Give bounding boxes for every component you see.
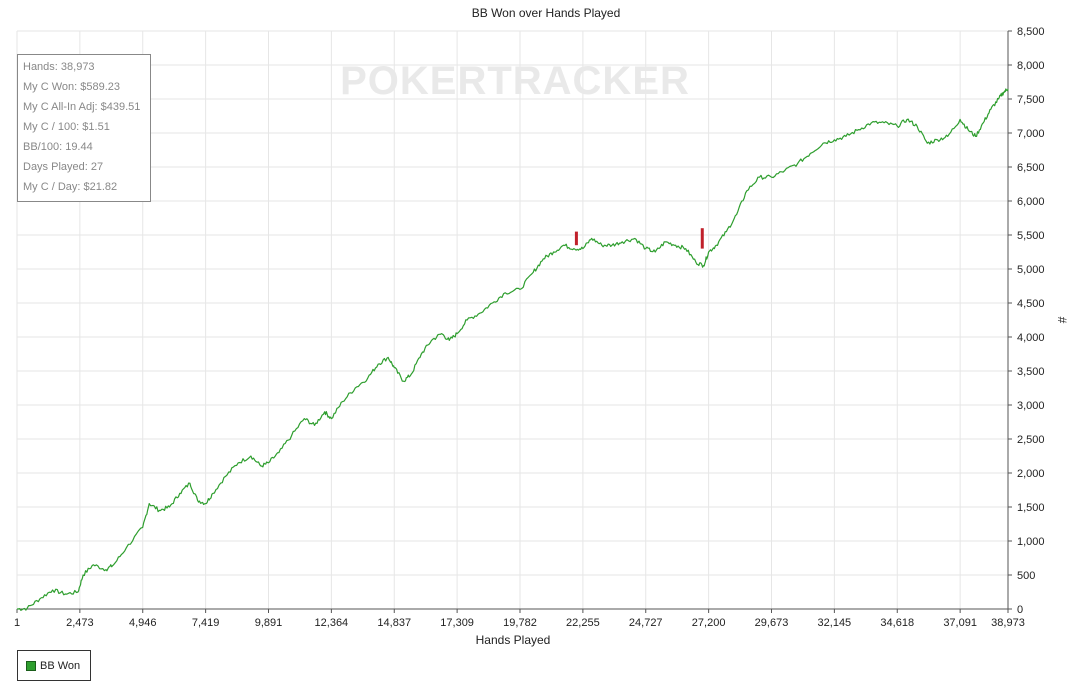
y-axis-ticks: 0 500 1,000 1,500 2,000 2,500 3,000 3,500 4,000 4… [1008,26,1045,616]
y-tick-label: 3,500 [1017,366,1045,378]
y-axis-title: # [1055,317,1069,324]
y-tick-label: 1,000 [1017,536,1045,548]
plot-background [17,31,1008,609]
legend-label: BB Won [40,659,81,672]
x-tick-label: 22,255 [566,617,600,629]
series-layer [17,88,1009,611]
x-tick-label: 14,837 [377,617,411,629]
y-tick-label: 7,500 [1017,94,1045,106]
x-tick-label: 1 [14,617,20,629]
stat-days-played: Days Played: 27 [23,161,104,173]
x-axis-ticks: 1 2,473 4,946 7,419 9,891 12,364 14,837 17,309 1… [14,609,1025,629]
stat-bb-per-100: BB/100: 19.44 [23,141,93,153]
y-tick-label: 8,500 [1017,26,1045,38]
stat-per-day: My C / Day: $21.82 [23,181,118,193]
x-tick-label: 9,891 [255,617,283,629]
stat-won: My C Won: $589.23 [23,81,121,93]
legend-swatch [26,660,36,671]
watermark-logo: POKERTRACKER [340,59,690,103]
axes [17,31,1009,610]
y-tick-label: 5,500 [1017,230,1045,242]
x-tick-label: 2,473 [66,617,94,629]
y-tick-label: 5,000 [1017,264,1045,276]
series-line-bb-won [17,88,1009,611]
x-tick-label: 37,091 [943,617,977,629]
stat-allin-adj: My C All-In Adj: $439.51 [23,101,141,113]
y-tick-label: 500 [1017,570,1035,582]
x-tick-label: 24,727 [629,617,663,629]
x-tick-label: 12,364 [315,617,349,629]
y-tick-label: 2,000 [1017,468,1045,480]
annotation-layer [574,228,704,249]
x-tick-label: 34,618 [880,617,914,629]
stat-hands: Hands: 38,973 [23,61,95,73]
x-tick-label: 38,973 [991,617,1025,629]
legend[interactable]: BB Won [17,650,91,681]
x-axis-title: Hands Played [476,633,551,647]
y-tick-label: 7,000 [1017,128,1045,140]
y-tick-label: 3,000 [1017,400,1045,412]
x-tick-label: 17,309 [440,617,474,629]
x-tick-label: 4,946 [129,617,157,629]
y-tick-label: 6,000 [1017,196,1045,208]
stat-per-100: My C / 100: $1.51 [23,121,110,133]
x-tick-label: 32,145 [818,617,852,629]
chart-title: BB Won over Hands Played [472,6,621,20]
y-tick-label: 1,500 [1017,502,1045,514]
y-tick-label: 0 [1017,604,1023,616]
x-tick-label: 7,419 [192,617,220,629]
x-tick-label: 29,673 [755,617,789,629]
stats-panel: Hands: 38,973 My C Won: $589.23 My C All… [17,54,151,202]
y-tick-label: 4,000 [1017,332,1045,344]
y-tick-label: 6,500 [1017,162,1045,174]
y-tick-label: 8,000 [1017,60,1045,72]
x-tick-label: 27,200 [692,617,726,629]
y-tick-label: 4,500 [1017,298,1045,310]
y-tick-label: 2,500 [1017,434,1045,446]
x-tick-label: 19,782 [503,617,537,629]
